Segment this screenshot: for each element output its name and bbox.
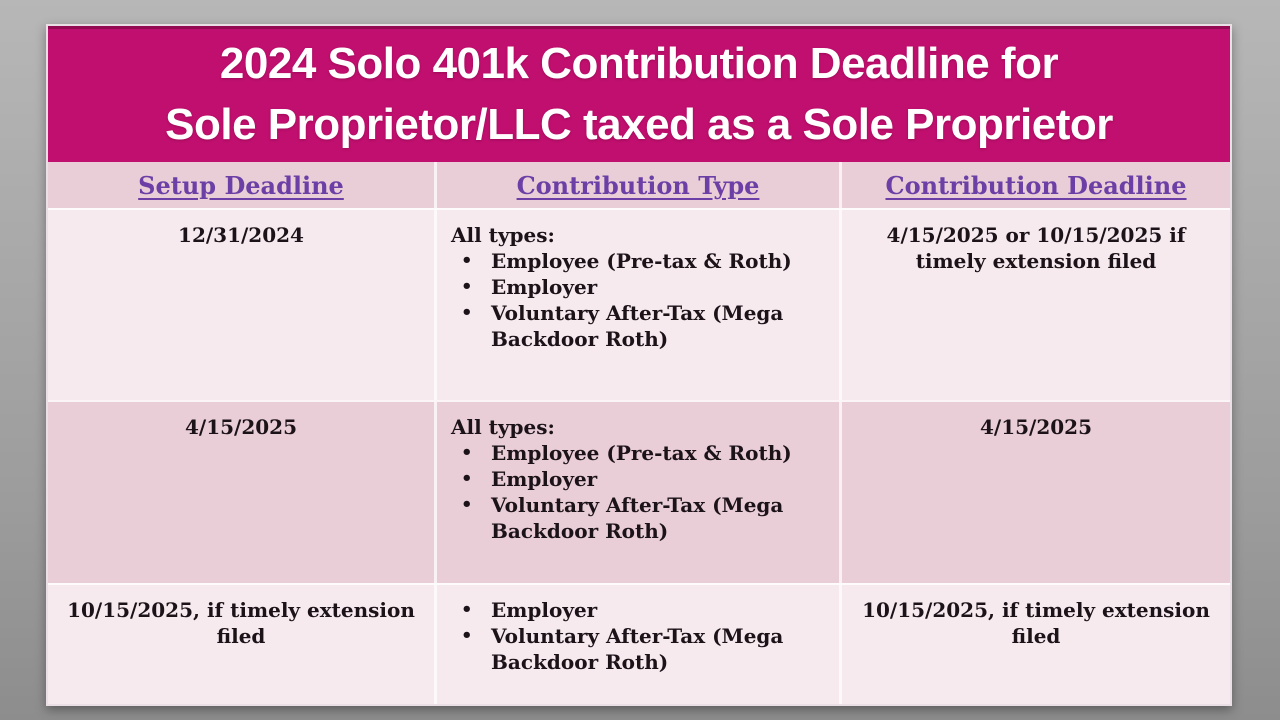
contribution-deadline-cell: 4/15/2025 [979, 415, 1093, 439]
title-line-2: Sole Proprietor/LLC taxed as a Sole Prop… [165, 100, 1113, 149]
contribution-type-intro: All types: [451, 415, 555, 439]
list-item: Voluntary After-Tax (Mega Backdoor Roth) [451, 492, 831, 544]
table-header-row: Setup Deadline Contribution Type Contrib… [48, 162, 1230, 208]
table-row: 12/31/2024 All types: Employee (Pre-tax … [48, 208, 1230, 400]
header-contribution-deadline: Contribution Deadline [885, 171, 1187, 200]
title-banner: 2024 Solo 401k Contribution Deadline for… [48, 26, 1230, 162]
header-contribution-type: Contribution Type [437, 162, 842, 208]
title-line-1: 2024 Solo 401k Contribution Deadline for [219, 39, 1059, 88]
list-item: Employee (Pre-tax & Roth) [451, 248, 831, 274]
contribution-type-cell: All types: Employee (Pre-tax & Roth) Emp… [437, 210, 842, 400]
header-setup-deadline: Setup Deadline [48, 162, 437, 208]
contribution-type-intro: All types: [451, 223, 555, 247]
contribution-type-cell: Employer Voluntary After-Tax (Mega Backd… [437, 585, 842, 704]
contribution-type-list: Employer Voluntary After-Tax (Mega Backd… [451, 597, 831, 675]
list-item: Employer [451, 274, 831, 300]
setup-deadline-cell: 10/15/2025, if timely extension filed [48, 585, 437, 704]
list-item: Employer [451, 466, 831, 492]
setup-deadline-cell: 4/15/2025 [48, 402, 437, 583]
contribution-deadline-cell: 4/15/2025 or 10/15/2025 if timely extens… [886, 223, 1186, 273]
contribution-type-list: Employee (Pre-tax & Roth) Employer Volun… [451, 440, 831, 544]
list-item: Voluntary After-Tax (Mega Backdoor Roth) [451, 300, 831, 352]
table-row: 4/15/2025 All types: Employee (Pre-tax &… [48, 400, 1230, 583]
slide: 2024 Solo 401k Contribution Deadline for… [46, 24, 1232, 706]
deadline-table: Setup Deadline Contribution Type Contrib… [48, 162, 1230, 704]
list-item: Employee (Pre-tax & Roth) [451, 440, 831, 466]
contribution-type-list: Employee (Pre-tax & Roth) Employer Volun… [451, 248, 831, 352]
setup-deadline-cell: 12/31/2024 [48, 210, 437, 400]
list-item: Voluntary After-Tax (Mega Backdoor Roth) [451, 623, 831, 675]
table-row: 10/15/2025, if timely extension filed Em… [48, 583, 1230, 704]
contribution-deadline-cell: 10/15/2025, if timely extension filed [862, 598, 1210, 648]
contribution-type-cell: All types: Employee (Pre-tax & Roth) Emp… [437, 402, 842, 583]
list-item: Employer [451, 597, 831, 623]
